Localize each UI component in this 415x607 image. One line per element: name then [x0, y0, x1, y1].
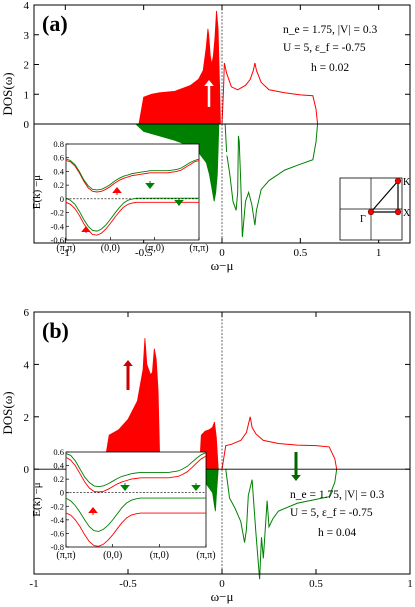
inset-y-tick-label: -0.4	[51, 515, 65, 525]
spin-down-arrow-b-head	[291, 475, 301, 481]
inset-band-upper-up	[65, 455, 207, 493]
y-tick-label: 2	[24, 60, 30, 72]
inset-frame	[65, 143, 200, 241]
inset-y-tick-label: -0.6	[51, 528, 64, 538]
inset-x-tick-label: (0,0)	[103, 550, 122, 561]
spin-up-arrow-b-head	[123, 360, 133, 366]
bz-path	[369, 179, 399, 213]
inset-x-tick-label: (π,π)	[56, 550, 75, 561]
inset-band-lower-down	[65, 197, 199, 232]
inset-y-tick-label: 0.2	[53, 474, 64, 484]
y-tick-label: 0	[24, 119, 30, 131]
inset-y-axis-label: E(k) −μ	[31, 175, 43, 209]
y-tick-label: 4	[24, 359, 30, 371]
annotation-density: n_e = 1.75, |V| = 0.3	[290, 489, 384, 501]
bz-point	[367, 208, 375, 216]
spin-down-arrow-head	[224, 152, 234, 158]
inset-band-lower-down	[65, 497, 206, 532]
inset-y-tick-label: 0.6	[53, 447, 64, 457]
inset-x-tick-label: (π,π)	[56, 243, 75, 254]
inset-band-lower-up	[65, 512, 206, 547]
inset-y-tick-label: 0	[60, 488, 64, 498]
x-tick-label: -0.5	[119, 578, 137, 590]
inset-b-arrow-up-1-head	[88, 507, 98, 513]
spin-down-unoccupied-line	[224, 123, 319, 238]
x-tick-label: 0.5	[293, 247, 307, 259]
inset-b-arrow-down-1-head	[120, 485, 130, 491]
inset-band-upper-up	[65, 160, 200, 193]
inset-y-tick-label: 0.8	[53, 139, 64, 149]
bz-point	[394, 177, 402, 185]
x-tick-label: -0.5	[135, 247, 153, 259]
inset-a-arrow-down-2-head	[174, 200, 184, 206]
panel-label: (b)	[42, 318, 69, 343]
annotation-field: h = 0.04	[318, 527, 356, 539]
inset-band-upper-down	[65, 158, 200, 191]
inset-y-tick-label: -0.6	[51, 235, 64, 245]
x-tick-label: 1	[376, 247, 382, 259]
x-tick-label: 0	[219, 247, 225, 259]
bz-label-k: K	[403, 177, 411, 188]
x-tick-label: -1	[29, 578, 38, 590]
inset-y-tick-label: 0.2	[53, 180, 64, 190]
inset-y-tick-label: 0	[60, 194, 64, 204]
inset-a-arrow-up-1-head	[112, 187, 122, 193]
x-axis-label: ω−μ	[211, 258, 234, 273]
inset-y-tick-label: 0.6	[53, 153, 64, 163]
panel-label: (a)	[42, 11, 68, 36]
inset-y-tick-label: -0.4	[51, 221, 65, 231]
panel-b: -1 -0.5 0 0.5 1 0 2 4 6 ω−μ DOS(ω) (b) n_e = 1.75, |…	[0, 307, 413, 604]
bz-label-gamma: Γ	[360, 214, 366, 225]
x-axis-label: ω−μ	[211, 589, 234, 604]
inset-y-axis-label: E(k) −μ	[31, 482, 43, 516]
y-tick-label: 6	[24, 307, 30, 319]
annotation-density: n_e = 1.75, |V| = 0.3	[283, 24, 377, 36]
y-axis-label: DOS(ω)	[0, 391, 15, 434]
inset-a-arrow-up-2-head	[81, 226, 91, 232]
spin-up-occupied-area	[138, 10, 221, 125]
inset-x-tick-label: (π,0)	[145, 243, 164, 254]
y-tick-label: 3	[24, 30, 30, 42]
inset-x-tick-label: (0,0)	[101, 243, 120, 254]
x-tick-label: -1	[61, 247, 70, 259]
x-tick-label: 1	[407, 578, 413, 590]
inset-x-tick-label: (π,π)	[196, 550, 215, 561]
inset-b-arrow-down-2-head	[191, 485, 201, 491]
y-tick-label: 0	[24, 464, 30, 476]
spin-down-unoccupied-line	[225, 469, 338, 580]
bz-label-x: X	[403, 208, 411, 219]
inset-y-tick-label: -0.8	[51, 542, 64, 552]
inset-y-tick-label: -0.2	[51, 208, 64, 218]
y-tick-label: 4	[24, 0, 30, 12]
y-tick-label: 1	[24, 89, 30, 101]
inset-frame	[65, 451, 207, 548]
spin-up-unoccupied-line	[221, 416, 338, 470]
panel-a: -1 -0.5 0 0.5 1 0 1 2 3 4 ω−μ DOS(ω) (a) n_e = 1.75, …	[0, 0, 411, 273]
bz-point	[394, 208, 402, 216]
brillouin-zone-diagram: K Γ X	[339, 177, 411, 241]
spin-down-occupied-area	[134, 123, 220, 202]
x-tick-label: 0.5	[309, 578, 323, 590]
inset-a-arrow-down-1-head	[145, 183, 155, 189]
inset-y-tick-label: 0.4	[53, 461, 64, 471]
y-tick-label: 2	[24, 412, 30, 424]
y-axis-label: DOS(ω)	[0, 72, 15, 115]
annotation-interaction: U = 5, ε_f = -0.75	[290, 507, 373, 519]
inset-y-tick-label: 0.4	[53, 166, 64, 176]
spin-up-arrow-head	[204, 80, 214, 86]
spin-up-occupied-area	[103, 338, 161, 470]
inset-band-upper-down	[65, 452, 207, 488]
x-tick-label: 0	[219, 578, 225, 590]
inset-y-tick-label: -0.2	[51, 501, 64, 511]
spin-up-unoccupied-line	[221, 62, 319, 125]
annotation-field: h = 0.02	[311, 62, 349, 74]
inset-x-tick-label: (π,0)	[150, 550, 169, 561]
annotation-interaction: U = 5, ε_f = -0.75	[283, 42, 366, 54]
inset-x-tick-label: (π,π)	[189, 243, 208, 254]
